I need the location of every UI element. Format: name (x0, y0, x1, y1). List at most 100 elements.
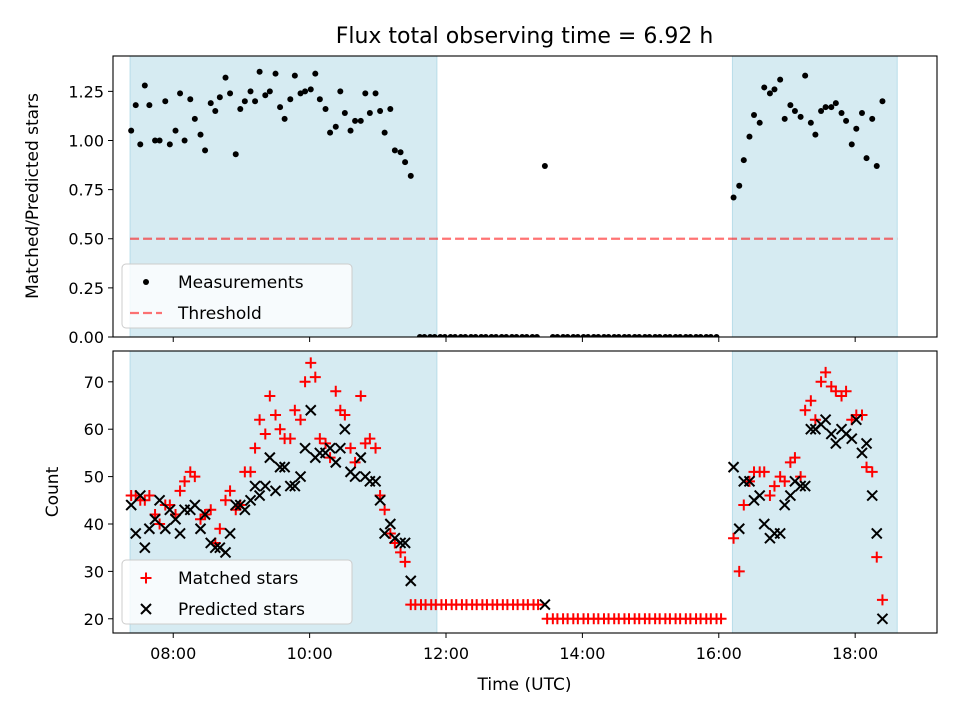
measurement-point (802, 72, 809, 79)
predicted-point (369, 475, 382, 488)
measurement-point (672, 334, 679, 337)
measurement-point (822, 104, 829, 111)
measurement-point (791, 108, 798, 115)
measurement-point (191, 115, 198, 122)
axes-frame (112, 55, 938, 338)
x-tick-label: 14:00 (559, 644, 605, 663)
matched-point (364, 433, 376, 445)
plot-area (128, 68, 898, 337)
matched-point (349, 456, 361, 468)
matched-point (738, 499, 750, 511)
measurement-point (611, 334, 618, 337)
predicted-point (743, 475, 756, 488)
measurement-point (181, 137, 188, 144)
measurement-point (838, 109, 845, 116)
measurement-point (625, 334, 632, 337)
legend: Measurements Threshold (121, 263, 353, 329)
matched-point (299, 376, 311, 388)
predicted-point (194, 523, 207, 535)
y-tick-label: 40 (84, 515, 104, 534)
measurement-point (272, 70, 279, 77)
x-tick-label: 16:00 (696, 644, 742, 663)
matched-point (274, 423, 286, 435)
measurement-point (197, 131, 204, 138)
x-tick-label: 18:00 (832, 644, 878, 663)
measurement-point (416, 334, 423, 337)
matched-point (314, 433, 326, 445)
measurement-point (858, 109, 865, 116)
measurement-point (787, 102, 794, 109)
matched-point (220, 494, 232, 506)
measurement-point (832, 100, 839, 107)
measurement-point (730, 194, 737, 201)
matched-point (264, 390, 276, 402)
measurement-point (281, 115, 288, 122)
measurement-point (377, 108, 384, 115)
matched-point (866, 466, 878, 478)
predicted-point (374, 494, 386, 507)
measurement-point (807, 119, 814, 126)
measurement-point (407, 172, 414, 179)
measurement-point (574, 334, 581, 337)
measurement-point (513, 334, 520, 337)
measurement-point (302, 88, 309, 95)
axes-frame (112, 350, 938, 634)
predicted-point (249, 480, 261, 492)
measurement-point (549, 334, 556, 337)
measurement-point (843, 117, 850, 124)
measurement-point (636, 334, 643, 337)
matched-point (249, 442, 261, 454)
measurement-point (128, 127, 135, 134)
matched-point (395, 546, 407, 558)
measurement-point (761, 84, 768, 91)
measurement-point (560, 334, 567, 337)
measurement-point (362, 90, 369, 97)
measurement-point (600, 334, 607, 337)
matched-point (259, 428, 271, 440)
measurement-point (387, 106, 394, 113)
measurement-point (262, 92, 269, 99)
predicted-point (219, 546, 232, 559)
measurement-point (541, 163, 548, 170)
measurement-point (879, 98, 886, 105)
matched-point (871, 551, 883, 563)
measurement-point (736, 182, 743, 189)
measurement-point (631, 334, 638, 337)
measurement-point (402, 159, 409, 166)
y-tick-label: 30 (84, 562, 104, 581)
measurement-point (740, 157, 747, 164)
matched-point (355, 390, 367, 402)
measurement-point (848, 141, 855, 148)
matched-point (330, 385, 342, 397)
y-axis-label: Count (43, 466, 63, 517)
predicted-point (269, 485, 282, 497)
predicted-point (753, 489, 766, 502)
predicted-point (330, 456, 342, 469)
predicted-point (830, 437, 842, 450)
measurement-point (621, 334, 628, 337)
matched-point (805, 395, 817, 407)
matched-point (205, 504, 217, 516)
matched-point (532, 599, 544, 611)
measurement-point (462, 334, 469, 337)
measurement-point (697, 334, 704, 337)
predicted-point (866, 489, 878, 502)
measurement-point (341, 109, 348, 116)
count-panel: 20 30 40 50 60 70 08:00 10:00 12:00 14:00 16:00 18:… (43, 350, 938, 663)
predicted-point (727, 461, 740, 473)
measurement-point (166, 141, 173, 148)
predicted-point (209, 541, 221, 554)
predicted-point (230, 499, 242, 511)
measurement-point (478, 334, 485, 337)
measurement-point (580, 334, 587, 337)
measurement-point (322, 106, 329, 113)
predicted-point (125, 499, 137, 511)
measurement-point (452, 334, 459, 337)
measurement-point (468, 334, 475, 337)
predicted-point (253, 489, 266, 502)
matched-point (143, 490, 155, 502)
predicted-point (339, 423, 351, 435)
matched-point (764, 490, 776, 502)
measurement-point (662, 334, 669, 337)
matched-point (289, 404, 301, 416)
